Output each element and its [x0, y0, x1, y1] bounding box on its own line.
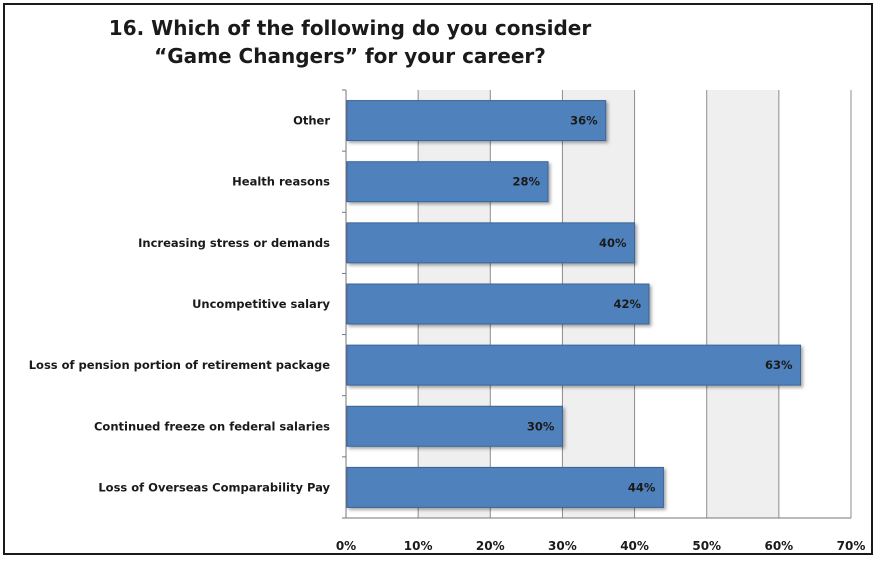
bar — [346, 283, 650, 325]
category-label: Loss of Overseas Comparability Pay — [98, 480, 330, 494]
x-tick-label: 10% — [404, 539, 433, 553]
category-label: Continued freeze on federal salaries — [94, 419, 330, 433]
bar — [346, 222, 636, 264]
x-tick-label: 60% — [764, 539, 793, 553]
data-label: 40% — [599, 236, 627, 250]
data-label: 30% — [527, 419, 555, 433]
x-tick-label: 30% — [548, 539, 577, 553]
category-label: Increasing stress or demands — [138, 236, 330, 250]
category-label: Other — [293, 114, 330, 128]
x-tick-label: 50% — [692, 539, 721, 553]
plot-band — [706, 90, 779, 518]
chart-title: 16. Which of the following do you consid… — [0, 14, 700, 70]
category-label: Health reasons — [232, 175, 330, 189]
bar — [346, 466, 664, 508]
data-label: 44% — [628, 480, 656, 494]
bar — [346, 405, 563, 447]
bar — [346, 344, 801, 386]
data-label: 28% — [512, 175, 540, 189]
bar — [346, 161, 549, 203]
data-label: 63% — [765, 358, 793, 372]
bar — [346, 100, 607, 142]
chart-title-line-1: 16. Which of the following do you consid… — [108, 16, 592, 40]
data-label: 36% — [570, 114, 598, 128]
x-tick-label: 20% — [476, 539, 505, 553]
x-tick-label: 0% — [336, 539, 356, 553]
chart-title-line-2: “Game Changers” for your career? — [154, 44, 546, 68]
data-label: 42% — [613, 297, 641, 311]
x-tick-label: 40% — [620, 539, 649, 553]
category-label: Loss of pension portion of retirement pa… — [29, 358, 330, 372]
x-tick-label: 70% — [837, 539, 866, 553]
category-label: Uncompetitive salary — [192, 297, 330, 311]
